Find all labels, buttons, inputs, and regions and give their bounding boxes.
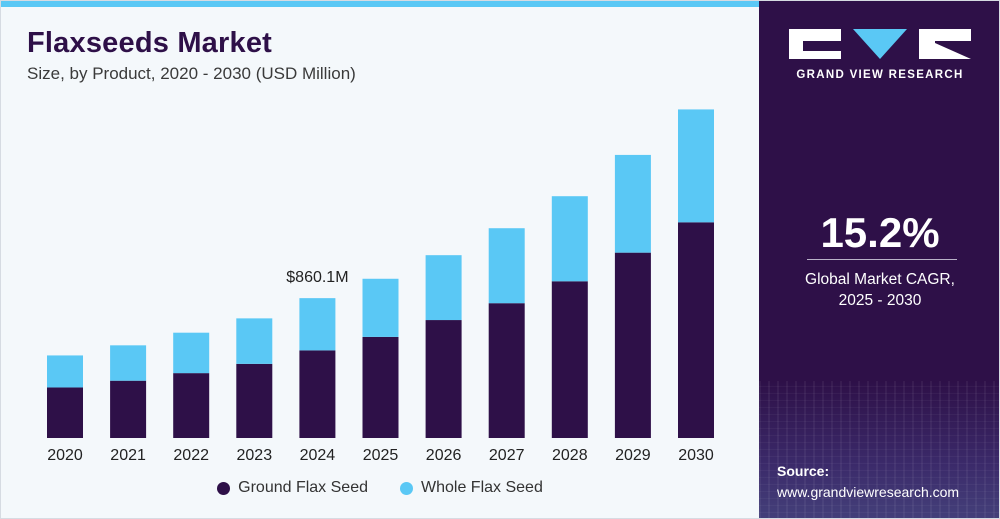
divider (807, 259, 957, 260)
top-accent-bar (1, 1, 759, 7)
x-tick-label-2029: 2029 (615, 447, 651, 464)
cagr-label-line2: 2025 - 2030 (838, 292, 922, 309)
chart-panel: Flaxseeds Market Size, by Product, 2020 … (1, 1, 759, 518)
legend-item-whole: Whole Flax Seed (400, 479, 543, 497)
chart-subtitle: Size, by Product, 2020 - 2030 (USD Milli… (27, 64, 356, 83)
bar-whole-2025 (362, 278, 399, 337)
legend-label-ground: Ground Flax Seed (238, 479, 368, 496)
chart-legend: Ground Flax Seed Whole Flax Seed (1, 479, 759, 497)
x-tick-label-2025: 2025 (363, 447, 399, 464)
x-tick-label-2023: 2023 (237, 447, 273, 464)
data-label-2024: $860.1M (286, 269, 348, 286)
bar-ground-2025 (362, 336, 399, 438)
x-tick-label-2020: 2020 (47, 447, 83, 464)
bar-chart: 2020 2021 2022 2023 2024 2025 2026 2027 2028 2029… (47, 109, 714, 464)
bar-whole-2030 (678, 109, 714, 223)
grand-view-research-logo-icon (789, 29, 971, 59)
x-tick-label-2027: 2027 (489, 447, 525, 464)
bar-ground-2022 (173, 373, 210, 438)
chart-title: Flaxseeds Market (27, 27, 272, 59)
summary-panel: GRAND VIEW RESEARCH 15.2% Global Market … (759, 1, 999, 518)
bar-whole-2021 (110, 345, 147, 381)
x-tick-label-2030: 2030 (678, 447, 714, 464)
bar-ground-2028 (551, 281, 588, 438)
legend-item-ground: Ground Flax Seed (217, 479, 368, 497)
source-title: Source: (777, 463, 830, 479)
legend-swatch-whole (400, 481, 413, 495)
x-tick-label-2024: 2024 (300, 447, 336, 464)
bar-ground-2020 (47, 387, 83, 438)
bar-whole-2020 (47, 355, 83, 388)
bar-ground-2030 (678, 222, 714, 438)
legend-swatch-ground (217, 481, 231, 495)
legend-label-whole: Whole Flax Seed (421, 479, 543, 496)
x-tick-label-2026: 2026 (426, 447, 462, 464)
bar-ground-2024 (299, 350, 336, 438)
x-tick-label-2028: 2028 (552, 447, 588, 464)
brand-name: GRAND VIEW RESEARCH (796, 69, 964, 81)
bar-whole-2029 (614, 154, 651, 253)
bar-whole-2022 (173, 332, 210, 374)
cagr-value: 15.2% (820, 209, 940, 256)
x-tick-label-2022: 2022 (173, 447, 209, 464)
cagr-label-line1: Global Market CAGR, (805, 271, 955, 288)
bar-whole-2023 (236, 318, 273, 364)
source-link[interactable]: www.grandviewresearch.com (777, 484, 960, 500)
bar-whole-2027 (488, 228, 525, 304)
cagr-label: Global Market CAGR, 2025 - 2030 (759, 269, 999, 311)
decorative-texture (759, 381, 999, 518)
bar-ground-2021 (110, 380, 147, 438)
bar-whole-2028 (551, 196, 588, 282)
bar-whole-2024 (299, 298, 336, 351)
bar-ground-2029 (614, 252, 651, 438)
bar-whole-2026 (425, 255, 462, 321)
x-tick-label-2021: 2021 (110, 447, 146, 464)
bar-ground-2026 (425, 320, 462, 438)
bar-ground-2027 (488, 303, 525, 438)
bar-ground-2023 (236, 363, 273, 438)
